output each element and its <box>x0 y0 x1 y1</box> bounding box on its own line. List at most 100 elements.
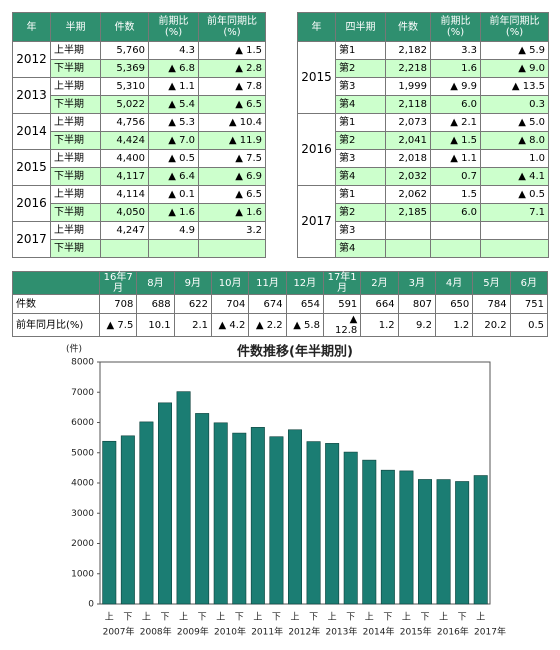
row: 2012 上半期 5,760 4.3 ▲ 1.5 <box>12 41 266 78</box>
header-cell: 前期比 (%) <box>148 12 199 42</box>
x-group-label: 2016年 <box>437 626 469 638</box>
cell: ▲ 5.3 <box>148 113 199 132</box>
cell: ▲ 12.8 <box>322 313 362 337</box>
cell: 下半期 <box>50 167 101 186</box>
cell: 5,760 <box>100 41 149 60</box>
y-tick-label: 2000 <box>71 539 94 549</box>
cell: 1.2 <box>360 313 399 337</box>
cell: 第1 <box>335 185 386 204</box>
header-cell: 12月 <box>285 271 324 295</box>
cell: 第3 <box>335 221 386 240</box>
cell: ▲ 9.9 <box>430 77 481 96</box>
cell: 622 <box>173 294 212 314</box>
cell: 下半期 <box>50 95 101 114</box>
row: 第4 2,118 6.0 0.3 <box>298 95 549 114</box>
x-tick-label: 上 <box>476 612 485 623</box>
year-cell: 2015 <box>297 41 336 114</box>
cell: 7.1 <box>480 203 549 222</box>
monthly-table: 16年7月 8月 9月 10月 11月 12月 17年1月 2月 3月 4月 5月 6月 件数 708 68… <box>12 271 549 337</box>
cell: 上半期 <box>50 113 101 132</box>
cell <box>198 239 266 258</box>
cell <box>385 239 431 258</box>
x-tick-label: 上 <box>365 612 374 623</box>
cell: ▲ 7.0 <box>148 131 199 150</box>
x-group-label: 2009年 <box>177 626 209 638</box>
cell: 2,073 <box>385 113 431 132</box>
cell <box>430 221 481 240</box>
header-row: 年四半期 件数 前期比 (%) 前年同期比 (%) <box>297 12 549 42</box>
bar <box>306 441 321 605</box>
cell: ▲ 8.0 <box>480 131 549 150</box>
cell: 第3 <box>335 77 386 96</box>
cell: ▲ 5.0 <box>480 113 549 132</box>
header-cell: 件数 <box>100 12 149 42</box>
cell: 下半期 <box>50 59 101 78</box>
cell: 2.1 <box>173 313 212 337</box>
bar <box>102 440 117 605</box>
cell: 6.0 <box>430 203 481 222</box>
cell: 第1 <box>335 41 386 60</box>
year-cell: 2017 <box>297 185 336 258</box>
cell: 第4 <box>335 167 386 186</box>
cell: 下半期 <box>50 131 101 150</box>
bar <box>455 481 470 605</box>
quarter-table: 年四半期 件数 前期比 (%) 前年同期比 (%) 2015 第1 2,182 3.3 ▲ 5.… <box>297 12 549 258</box>
year-cell: 2012 <box>12 41 51 78</box>
cell: ▲ 1.1 <box>148 77 199 96</box>
cell: ▲ 1.6 <box>148 203 199 222</box>
header-cell: 半期 <box>50 12 101 42</box>
row: 2014 上半期 4,756 ▲ 5.3 ▲ 10.4 <box>12 113 266 150</box>
cell: 2,185 <box>385 203 431 222</box>
cell: 9.2 <box>397 313 436 337</box>
header-cell: 件数 <box>385 12 431 42</box>
row: 2015 第1 2,182 3.3 ▲ 5.9 <box>297 41 549 114</box>
header-cell: 6月 <box>509 271 549 295</box>
row: 下半期 4,050 ▲ 1.6 ▲ 1.6 <box>13 203 266 222</box>
x-tick-label: 下 <box>160 613 169 623</box>
cell <box>100 239 149 258</box>
bar <box>343 451 358 605</box>
cell <box>480 221 549 240</box>
cell: ▲ 6.5 <box>198 185 266 204</box>
header-cell: 17年1月 <box>322 271 362 295</box>
x-group-label: 2013年 <box>325 626 357 638</box>
row: 第2 2,185 6.0 7.1 <box>298 203 549 222</box>
cell: 第4 <box>335 239 386 258</box>
cell: 0.7 <box>430 167 481 186</box>
cell: ▲ 5.9 <box>480 41 549 60</box>
x-tick-label: 上 <box>142 612 151 623</box>
row: 2017 第1 2,062 1.5 ▲ 0.5 <box>297 185 549 258</box>
cell: 751 <box>509 294 549 314</box>
cell: 591 <box>322 294 362 314</box>
bar <box>213 422 228 605</box>
x-tick-label: 下 <box>458 613 467 623</box>
x-tick-label: 上 <box>216 612 225 623</box>
cell: 650 <box>434 294 474 314</box>
row: 第4 <box>298 239 549 258</box>
cell: 704 <box>210 294 250 314</box>
cell: 4,247 <box>100 221 149 240</box>
cell: 5,022 <box>100 95 149 114</box>
cell: 4,117 <box>100 167 149 186</box>
cell: 5,369 <box>100 59 149 78</box>
cell: ▲ 4.1 <box>480 167 549 186</box>
row: 2013 上半期 5,310 ▲ 1.1 ▲ 7.8 <box>12 77 266 114</box>
row: 第3 2,018 ▲ 1.1 1.0 <box>298 149 549 168</box>
header-cell: 5月 <box>472 271 511 295</box>
row: 件数 708 688 622 704 674 654 591 664 807 650 784 751 <box>12 294 549 314</box>
row: 第3 1,999 ▲ 9.9 ▲ 13.5 <box>298 77 549 96</box>
bar <box>399 470 414 605</box>
cell: ▲ 2.8 <box>198 59 266 78</box>
cell: ▲ 10.4 <box>198 113 266 132</box>
cell: ▲ 6.4 <box>148 167 199 186</box>
bar <box>158 402 172 605</box>
x-tick-label: 下 <box>383 613 392 623</box>
row: 第3 <box>298 221 549 240</box>
x-tick-label: 下 <box>198 613 207 623</box>
header-cell: 前年同期比 (%) <box>198 12 266 42</box>
x-group-label: 2008年 <box>140 626 172 638</box>
cell: ▲ 2.1 <box>430 113 481 132</box>
cell: 上半期 <box>50 149 101 168</box>
cell <box>480 239 549 258</box>
